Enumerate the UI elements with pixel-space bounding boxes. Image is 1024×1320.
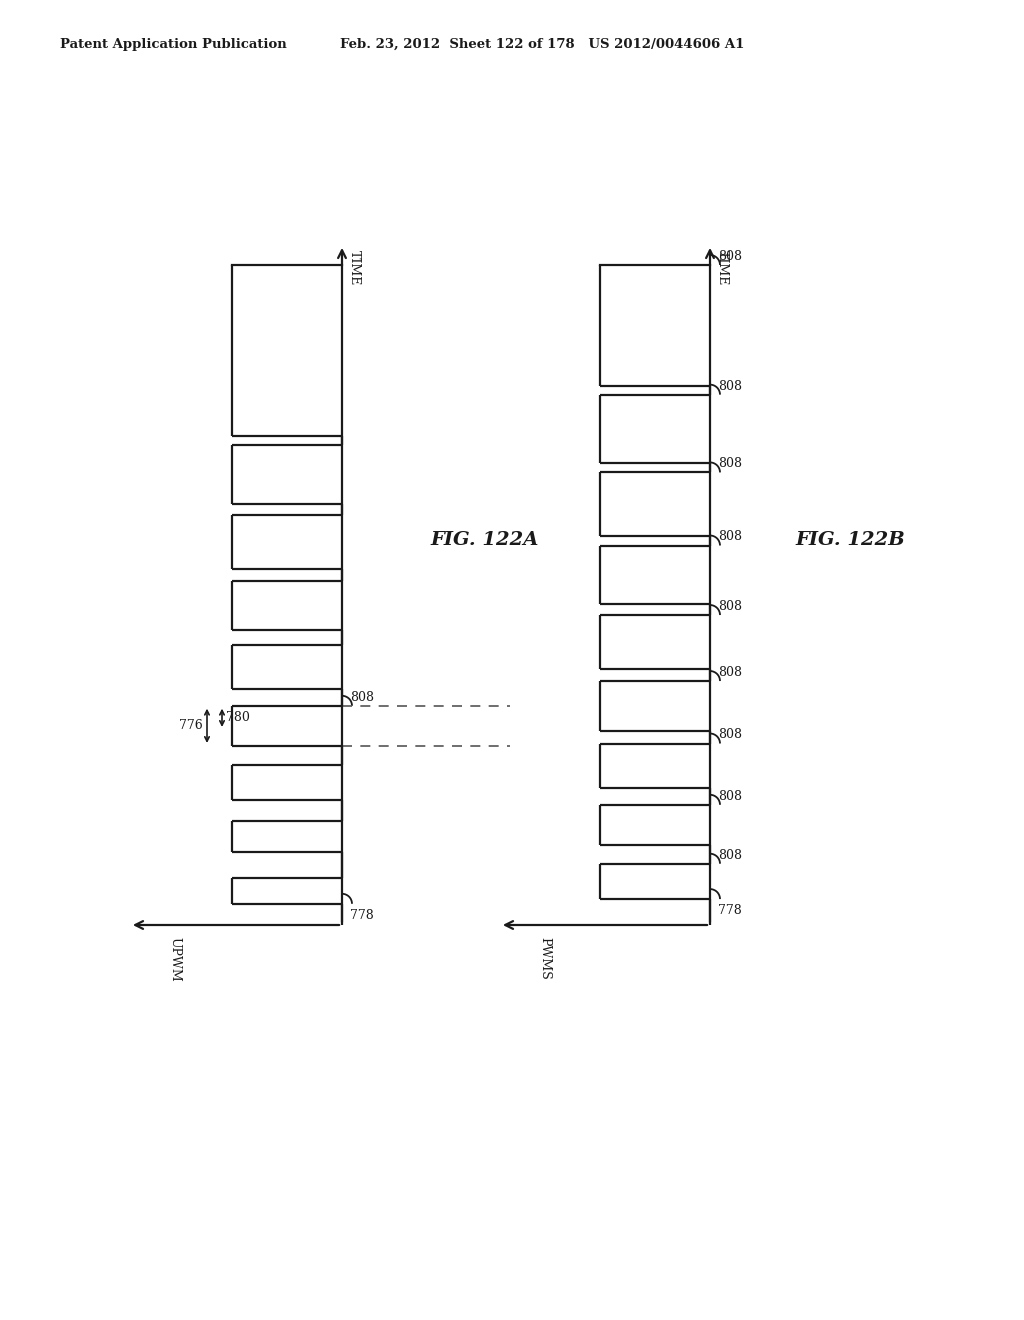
Text: 778: 778	[350, 908, 374, 921]
Text: 780: 780	[226, 711, 250, 725]
Text: TIME: TIME	[348, 249, 361, 285]
Text: FIG. 122B: FIG. 122B	[795, 531, 905, 549]
Text: 808: 808	[718, 380, 742, 392]
Text: 776: 776	[179, 719, 203, 733]
Text: Feb. 23, 2012  Sheet 122 of 178   US 2012/0044606 A1: Feb. 23, 2012 Sheet 122 of 178 US 2012/0…	[340, 38, 744, 51]
Text: TIME: TIME	[716, 249, 729, 285]
Text: 808: 808	[350, 690, 374, 704]
Text: 808: 808	[718, 729, 742, 742]
Text: 808: 808	[718, 789, 742, 803]
Text: Patent Application Publication: Patent Application Publication	[60, 38, 287, 51]
Text: PWMS: PWMS	[539, 937, 552, 979]
Text: 808: 808	[718, 458, 742, 470]
Text: 808: 808	[718, 249, 742, 263]
Text: 778: 778	[718, 904, 741, 917]
Text: FIG. 122A: FIG. 122A	[430, 531, 539, 549]
Text: UPWM: UPWM	[169, 937, 181, 982]
Text: 808: 808	[718, 667, 742, 678]
Text: 808: 808	[718, 531, 742, 544]
Text: 808: 808	[718, 849, 742, 862]
Text: 808: 808	[718, 601, 742, 612]
